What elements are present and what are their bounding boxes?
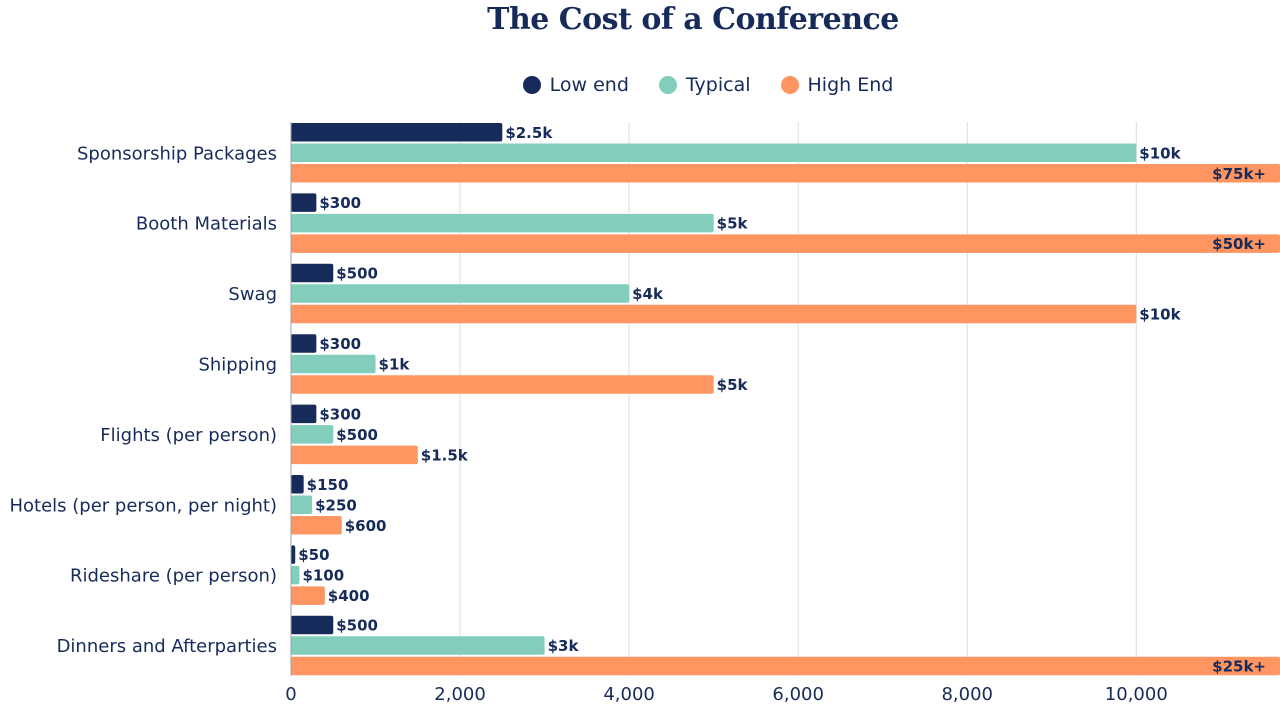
bar-high-end-rideshare-per-person xyxy=(291,586,325,605)
category-label-shipping: Shipping xyxy=(198,354,277,375)
data-label-low-end-swag: $500 xyxy=(336,265,378,283)
bar-typical-flights-per-person xyxy=(291,425,334,444)
bar-typical-dinners-and-afterparties xyxy=(291,636,545,655)
data-label-typical-booth-materials: $5k xyxy=(717,215,749,233)
data-label-low-end-shipping: $300 xyxy=(319,335,361,353)
category-label-swag: Swag xyxy=(228,284,277,305)
bar-low-end-flights-per-person xyxy=(291,404,317,424)
data-label-high-end-swag: $10k xyxy=(1139,306,1181,324)
bar-typical-booth-materials xyxy=(291,213,714,233)
x-tick-label: 4,000 xyxy=(603,684,655,705)
bar-high-end-shipping xyxy=(291,375,714,394)
category-label-rideshare-per-person: Rideshare (per person) xyxy=(70,566,277,587)
category-label-flights-per-person: Flights (per person) xyxy=(100,425,277,446)
data-label-typical-sponsorship-packages: $10k xyxy=(1139,144,1181,162)
bar-typical-shipping xyxy=(291,354,376,374)
bar-high-end-hotels-per-person-per-night xyxy=(291,516,342,535)
bar-low-end-sponsorship-packages xyxy=(291,123,503,142)
legend-item-high-end: High End xyxy=(780,74,894,96)
category-label-dinners-and-afterparties: Dinners and Afterparties xyxy=(57,636,277,657)
data-label-high-end-sponsorship-packages: $75k+ xyxy=(1212,165,1266,183)
data-label-low-end-flights-per-person: $300 xyxy=(319,405,361,423)
legend-item-typical: Typical xyxy=(658,74,751,96)
legend-swatch-low-end xyxy=(522,76,541,94)
x-tick-label: 0 xyxy=(285,684,296,705)
bar-low-end-shipping xyxy=(291,334,317,353)
data-label-typical-shipping: $1k xyxy=(379,355,411,373)
bar-high-end-swag xyxy=(291,304,1137,324)
x-tick-label: 6,000 xyxy=(772,684,824,705)
bar-low-end-hotels-per-person-per-night xyxy=(291,475,304,494)
bar-low-end-dinners-and-afterparties xyxy=(291,615,334,635)
legend-item-low-end: Low end xyxy=(522,74,629,96)
bar-high-end-dinners-and-afterparties xyxy=(291,656,1280,676)
data-label-high-end-hotels-per-person-per-night: $600 xyxy=(345,517,387,535)
legend-swatch-typical xyxy=(658,76,677,94)
data-label-low-end-rideshare-per-person: $50 xyxy=(298,546,329,564)
data-label-typical-hotels-per-person-per-night: $250 xyxy=(315,496,357,514)
bar-low-end-booth-materials xyxy=(291,193,317,212)
data-label-typical-swag: $4k xyxy=(632,285,664,303)
x-tick-label: 8,000 xyxy=(941,684,993,705)
data-label-low-end-sponsorship-packages: $2.5k xyxy=(505,124,553,142)
legend-swatch-high-end xyxy=(780,76,799,94)
data-label-high-end-shipping: $5k xyxy=(717,376,749,394)
data-label-low-end-hotels-per-person-per-night: $150 xyxy=(307,476,349,494)
legend: Low end Typical High End xyxy=(0,74,1280,96)
legend-label-low-end: Low end xyxy=(549,74,629,96)
x-tick-label: 2,000 xyxy=(434,684,486,705)
bar-high-end-flights-per-person xyxy=(291,445,418,465)
x-tick-label: 10,000 xyxy=(1105,684,1168,705)
data-label-typical-rideshare-per-person: $100 xyxy=(302,567,344,585)
bar-typical-sponsorship-packages xyxy=(291,143,1137,162)
bar-typical-rideshare-per-person xyxy=(291,565,300,585)
bar-high-end-sponsorship-packages xyxy=(291,164,1280,183)
bar-high-end-booth-materials xyxy=(291,234,1280,253)
data-label-low-end-dinners-and-afterparties: $500 xyxy=(336,617,378,635)
category-label-sponsorship-packages: Sponsorship Packages xyxy=(77,143,277,164)
data-label-high-end-booth-materials: $50k+ xyxy=(1212,235,1266,253)
legend-label-high-end: High End xyxy=(807,74,894,96)
bar-low-end-rideshare-per-person xyxy=(291,545,296,564)
legend-label-typical: Typical xyxy=(685,74,751,96)
data-label-high-end-rideshare-per-person: $400 xyxy=(328,587,370,605)
category-label-booth-materials: Booth Materials xyxy=(136,214,277,235)
data-label-typical-dinners-and-afterparties: $3k xyxy=(548,637,580,655)
bar-low-end-swag xyxy=(291,263,334,283)
data-label-high-end-flights-per-person: $1.5k xyxy=(421,446,469,464)
category-label-hotels-per-person-per-night: Hotels (per person, per night) xyxy=(9,495,277,516)
data-label-typical-flights-per-person: $500 xyxy=(336,426,378,444)
data-label-high-end-dinners-and-afterparties: $25k+ xyxy=(1212,658,1266,676)
chart-title: The Cost of a Conference xyxy=(487,2,899,37)
data-label-low-end-booth-materials: $300 xyxy=(319,194,361,212)
bar-typical-swag xyxy=(291,284,630,303)
bar-typical-hotels-per-person-per-night xyxy=(291,495,313,514)
